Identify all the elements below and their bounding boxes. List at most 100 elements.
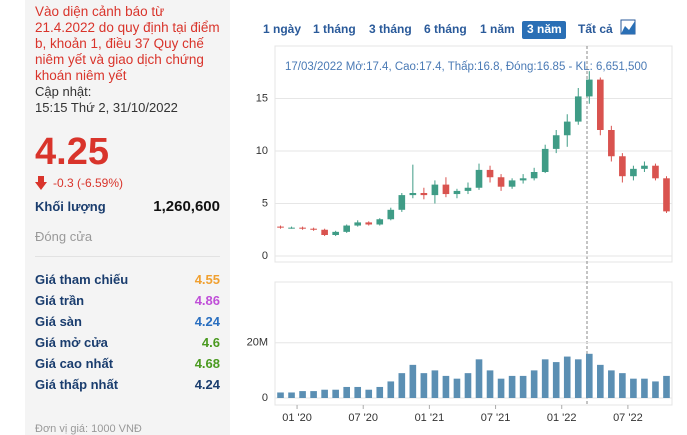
volume-row: Khối lượng 1,260,600 (35, 198, 220, 215)
y-tick-label: 15 (256, 92, 268, 104)
stat-row: Giá tham chiếu 4.55 (35, 269, 220, 290)
update-time: 15:15 Thứ 2, 31/10/2022 (35, 100, 178, 115)
volume-bar (530, 370, 538, 398)
volume-bar (332, 389, 339, 398)
volume-bar (519, 375, 527, 398)
stat-value: 4.24 (194, 377, 220, 392)
volume-bar (288, 392, 295, 398)
price-plot-frame (274, 45, 673, 263)
y-tick-label: 0 (262, 250, 268, 262)
volume-bar (541, 359, 549, 398)
volume-bar (585, 353, 593, 398)
candle-body (376, 219, 384, 225)
volume-bar (310, 391, 317, 398)
volume-bar (376, 386, 384, 398)
stat-value: 4.68 (194, 356, 220, 371)
range-button[interactable]: 3 năm (527, 22, 562, 36)
x-tick-label: 01 '22 (547, 412, 577, 424)
candle-body (641, 165, 648, 169)
candle-body (574, 96, 582, 122)
candle-body (508, 180, 516, 187)
volume-bar (387, 381, 395, 398)
candle-body (663, 178, 670, 212)
volume-bar (453, 378, 461, 398)
candle-body (530, 172, 538, 179)
candle-body (475, 169, 483, 188)
candle-body (552, 135, 560, 149)
candle-body (277, 226, 284, 228)
candle-body (431, 184, 439, 196)
x-tick-label: 01 '20 (282, 412, 312, 424)
quote-panel: Vào diện cảnh báo từ 21.4.2022 do quy đị… (25, 0, 230, 435)
volume-bar (641, 378, 648, 398)
stat-label: Giá trần (35, 293, 85, 308)
volume-bar (475, 359, 483, 398)
stat-label: Giá thấp nhất (35, 377, 119, 392)
y2-tick-label: 0 (262, 392, 268, 404)
candle-body (420, 193, 428, 196)
range-button[interactable]: 6 tháng (424, 22, 467, 36)
candle-body (321, 229, 328, 235)
change-row: -0.3 (-6.59%) (35, 176, 220, 190)
volume-bar (299, 391, 306, 398)
stat-label: Giá cao nhất (35, 356, 114, 371)
stats: Giá tham chiếu 4.55 Giá trần 4.86 Giá sàn 4.2… (35, 269, 220, 395)
stat-value: 4.24 (194, 314, 220, 329)
y-tick-label: 10 (256, 145, 268, 157)
volume-bar (464, 373, 472, 398)
x-tick-label: 01 '21 (415, 412, 445, 424)
volume-bar (552, 362, 560, 398)
volume-label: Khối lượng (35, 199, 106, 214)
candle-body (497, 177, 505, 187)
candle-body (486, 169, 494, 178)
down-arrow (35, 176, 47, 190)
volume-bar (277, 392, 284, 398)
range-button[interactable]: 1 tháng (313, 22, 356, 36)
volume-bar (652, 381, 659, 398)
candle-body (354, 222, 362, 226)
candle-body (332, 231, 339, 235)
candle-body (519, 178, 527, 181)
volume-bar (365, 389, 373, 398)
price: 4.25 (35, 131, 109, 173)
volume-bar (574, 359, 582, 398)
stat-label: Giá sàn (35, 314, 82, 329)
x-tick-label: 07 '20 (348, 412, 378, 424)
volume-bar (608, 370, 615, 398)
candle-body (563, 121, 571, 136)
tooltip: 17/03/2022 Mở:17.4, Cao:17.4, Thấp:16.8,… (285, 61, 647, 73)
candle-body (343, 225, 350, 232)
candle-body (310, 228, 317, 230)
volume-bar (563, 356, 571, 398)
active-range-bg (522, 21, 566, 39)
range-button[interactable]: 1 ngày (263, 22, 301, 36)
warning: Vào diện cảnh báo từ 21.4.2022 do quy đị… (35, 4, 220, 83)
volume-value: 1,260,600 (153, 198, 220, 215)
stat-row: Giá sàn 4.24 (35, 311, 220, 332)
stat-row: Giá mở cửa 4.6 (35, 332, 220, 353)
change: -0.3 (-6.59%) (53, 176, 124, 190)
volume-bar (508, 375, 516, 398)
range-button[interactable]: Tất cả (578, 22, 613, 36)
y2-tick-label: 20M (247, 337, 268, 349)
stat-row: Giá thấp nhất 4.24 (35, 374, 220, 395)
candle-body (652, 165, 659, 179)
chart-type-icon[interactable] (620, 19, 636, 35)
candle-body (608, 130, 615, 157)
candle-body (585, 79, 593, 97)
volume-bar (486, 370, 494, 398)
range-button[interactable]: 3 tháng (369, 22, 412, 36)
stat-label: Giá tham chiếu (35, 272, 129, 287)
x-tick-label: 07 '21 (481, 412, 511, 424)
volume-bar (442, 375, 450, 398)
volume-bar (497, 378, 505, 398)
stat-value: 4.86 (194, 293, 220, 308)
candle-body (398, 195, 406, 210)
volume-bar (420, 373, 428, 398)
update-label: Cập nhật: (35, 84, 92, 99)
candle-body (365, 222, 373, 225)
range-button[interactable]: 1 năm (480, 22, 515, 36)
volume-bar (597, 364, 604, 398)
